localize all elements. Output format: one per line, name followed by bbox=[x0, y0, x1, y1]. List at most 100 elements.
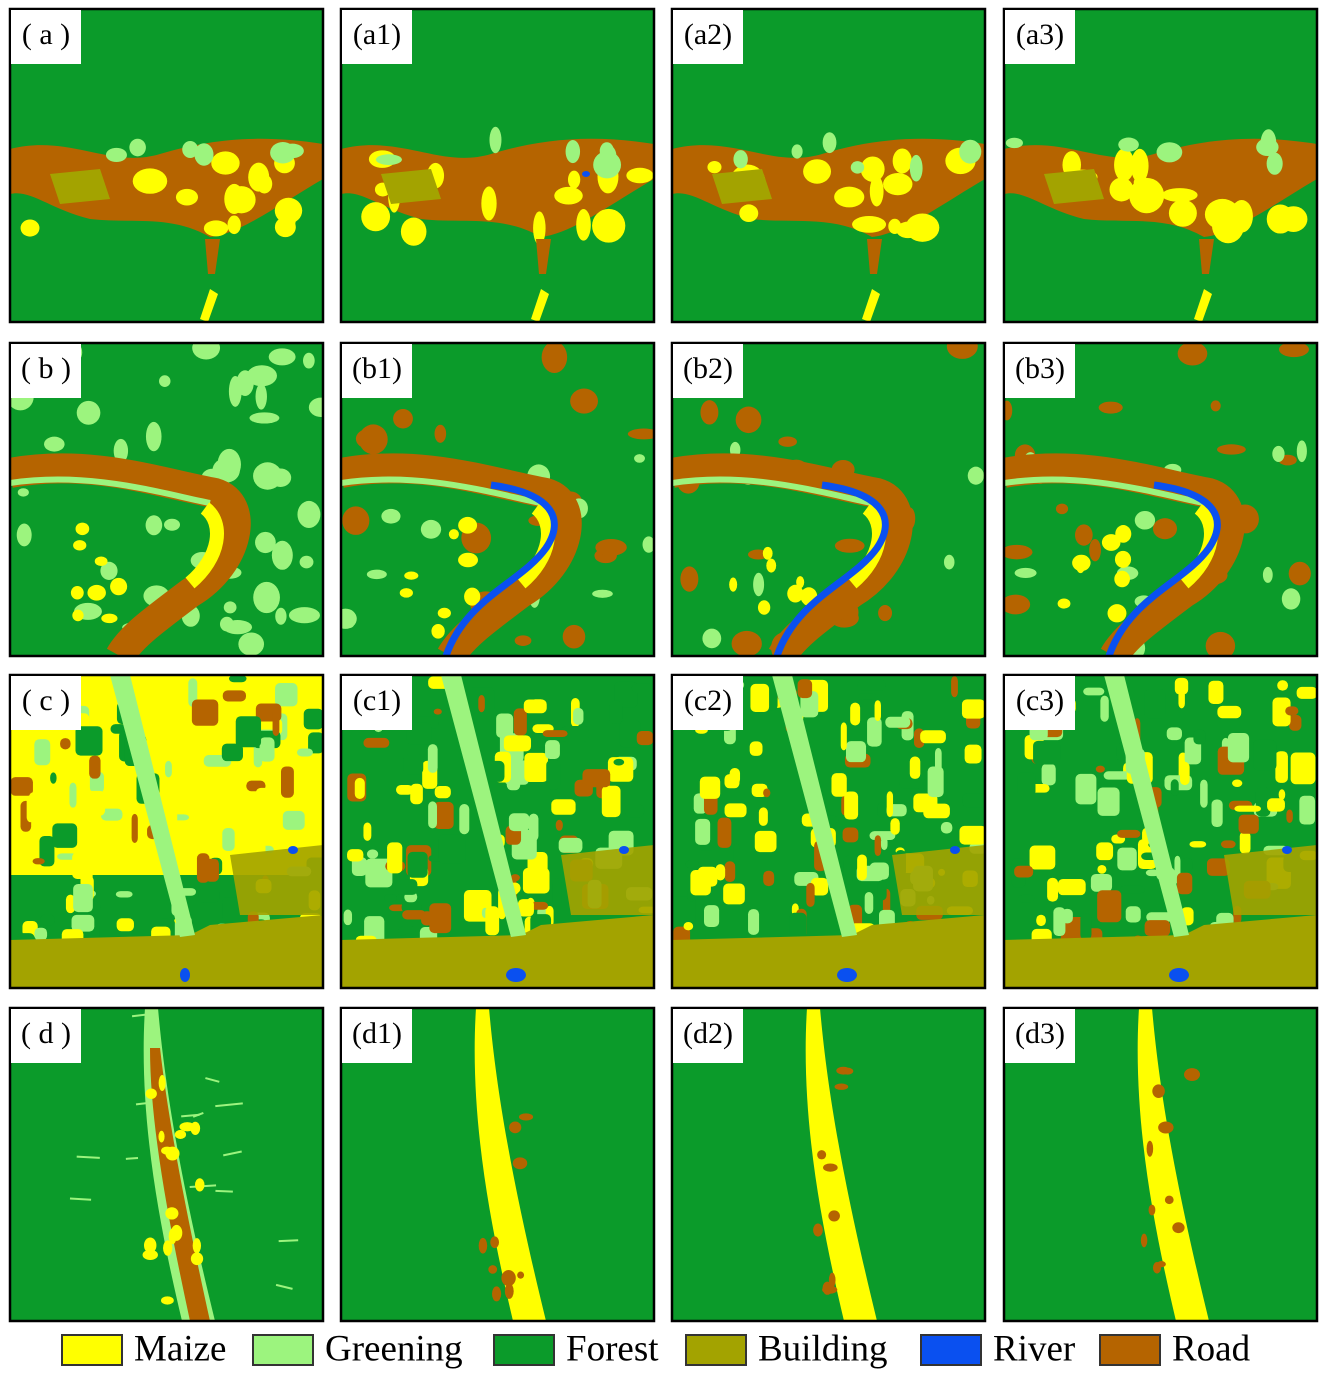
patch bbox=[308, 397, 323, 418]
patch bbox=[1004, 915, 1317, 988]
patch bbox=[834, 1083, 849, 1090]
patch bbox=[758, 807, 768, 826]
patch bbox=[116, 918, 134, 932]
legend-label: Greening bbox=[325, 1328, 463, 1369]
patch bbox=[1152, 1084, 1165, 1098]
patch bbox=[537, 738, 547, 749]
patch bbox=[715, 864, 726, 881]
patch bbox=[131, 813, 138, 843]
patch bbox=[536, 239, 551, 274]
patch bbox=[1211, 799, 1223, 828]
patch bbox=[1174, 677, 1189, 695]
patch bbox=[185, 502, 224, 589]
patch bbox=[341, 476, 542, 506]
patch bbox=[1210, 400, 1221, 412]
patch bbox=[433, 708, 442, 715]
patch bbox=[546, 759, 561, 790]
patch bbox=[272, 707, 280, 737]
patch bbox=[288, 607, 320, 624]
patch bbox=[1144, 1048, 1204, 1321]
panel-label: ( d ) bbox=[21, 1017, 71, 1050]
patch bbox=[685, 860, 699, 869]
patch bbox=[554, 186, 583, 205]
patch bbox=[159, 375, 171, 388]
patch bbox=[342, 506, 370, 535]
patch bbox=[1129, 177, 1165, 214]
patch bbox=[1074, 524, 1093, 546]
patch bbox=[462, 531, 474, 548]
patch bbox=[158, 781, 173, 809]
patch bbox=[1208, 680, 1224, 705]
patch bbox=[139, 852, 146, 869]
patch bbox=[231, 769, 250, 788]
patch bbox=[1275, 751, 1288, 783]
patch bbox=[860, 156, 885, 182]
patch bbox=[303, 708, 323, 730]
map-panel: ( a ) bbox=[8, 7, 325, 324]
panel-label: (a3) bbox=[1016, 18, 1064, 51]
patch bbox=[1097, 864, 1107, 874]
patch bbox=[619, 846, 629, 854]
patch bbox=[40, 914, 55, 926]
patch bbox=[496, 713, 514, 738]
patch bbox=[142, 1249, 158, 1260]
patch bbox=[269, 468, 292, 487]
patch bbox=[481, 1048, 541, 1321]
patch bbox=[375, 154, 402, 165]
patch bbox=[803, 159, 832, 184]
patch bbox=[1090, 873, 1113, 892]
patch bbox=[857, 679, 886, 691]
patch bbox=[65, 894, 75, 914]
patch bbox=[255, 787, 282, 798]
patch bbox=[1057, 878, 1086, 896]
patch bbox=[478, 695, 485, 713]
patch bbox=[1117, 847, 1137, 871]
patch bbox=[1266, 152, 1283, 175]
patch bbox=[1144, 920, 1171, 937]
patch bbox=[828, 1210, 840, 1222]
map-panel: (a1) bbox=[339, 7, 656, 324]
patch bbox=[791, 144, 803, 159]
patch bbox=[223, 620, 253, 635]
patch bbox=[164, 518, 181, 531]
patch bbox=[73, 883, 93, 913]
patch bbox=[1004, 400, 1013, 421]
patch bbox=[704, 905, 720, 928]
patch bbox=[905, 213, 940, 242]
patch bbox=[299, 555, 314, 569]
patch bbox=[381, 508, 401, 524]
patch bbox=[967, 466, 984, 485]
map-panel: (c3) bbox=[1002, 673, 1319, 990]
patch bbox=[401, 901, 422, 913]
patch bbox=[724, 803, 747, 818]
patch bbox=[437, 607, 451, 619]
patch bbox=[517, 1271, 525, 1279]
patch bbox=[1119, 885, 1146, 894]
patch bbox=[207, 821, 218, 835]
patch bbox=[406, 722, 432, 745]
patch bbox=[275, 1283, 293, 1290]
patch bbox=[205, 858, 219, 882]
patch bbox=[39, 835, 55, 867]
patch bbox=[278, 1239, 299, 1243]
panel-label: ( c ) bbox=[22, 684, 70, 717]
patch bbox=[73, 540, 87, 551]
patch bbox=[491, 1286, 502, 1302]
label-box bbox=[342, 676, 412, 730]
panel-label: (d1) bbox=[352, 1017, 402, 1050]
patch bbox=[182, 140, 199, 159]
patch bbox=[1206, 858, 1230, 876]
patch bbox=[1172, 1222, 1185, 1234]
patch bbox=[890, 818, 900, 835]
patch bbox=[253, 581, 280, 614]
map-panel: (d3) bbox=[1002, 1006, 1319, 1323]
patch bbox=[762, 546, 773, 560]
patch bbox=[702, 628, 722, 649]
patch bbox=[934, 748, 942, 773]
patch bbox=[735, 406, 762, 434]
map-panel: ( b ) bbox=[8, 341, 325, 658]
patch bbox=[1286, 809, 1293, 823]
patch bbox=[404, 571, 419, 580]
label-box bbox=[1005, 10, 1075, 64]
patch bbox=[1170, 779, 1179, 796]
